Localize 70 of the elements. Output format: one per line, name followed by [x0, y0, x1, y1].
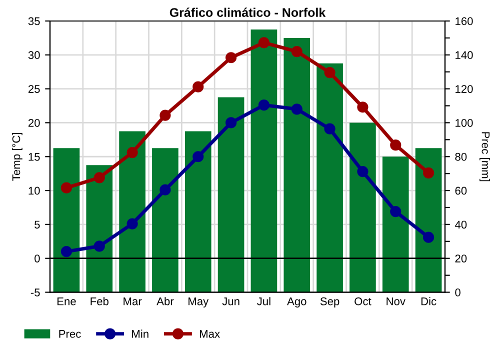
- point: [160, 110, 171, 121]
- point: [94, 240, 105, 252]
- point: [225, 117, 237, 128]
- y2-tick-label: 40: [454, 220, 467, 229]
- y2-tick-label: 60: [455, 186, 467, 195]
- point: [291, 46, 302, 58]
- legend-label: Prec: [59, 330, 81, 338]
- x-tick-label: Nov: [386, 298, 406, 306]
- y-tick-label: 0: [34, 254, 40, 262]
- point: [192, 151, 204, 162]
- y2-tick-label: 120: [456, 85, 473, 93]
- bar: [184, 131, 212, 292]
- point: [357, 102, 368, 113]
- y2-tick-label: 100: [456, 118, 473, 127]
- y-tick-label: 30: [28, 51, 40, 60]
- y2-axis-title: Prec [mm]: [480, 132, 490, 182]
- point: [390, 206, 402, 218]
- point: [60, 246, 72, 258]
- legend-label: Min: [132, 330, 148, 338]
- point: [357, 166, 368, 178]
- point: [390, 140, 402, 151]
- point: [94, 172, 105, 184]
- x-tick-label: May: [188, 298, 209, 308]
- bar: [350, 122, 376, 292]
- y-tick-label: 25: [28, 85, 40, 93]
- bar: [250, 29, 278, 292]
- bar: [152, 148, 178, 292]
- point: [60, 182, 72, 194]
- bar: [382, 156, 409, 292]
- y-tick-label: 35: [28, 17, 40, 26]
- y2-tick-label: 140: [456, 51, 473, 60]
- point: [126, 218, 138, 230]
- point: [192, 81, 204, 92]
- bar: [218, 97, 244, 292]
- y-tick-label: -5: [30, 288, 40, 296]
- x-tick-label: Ago: [287, 298, 306, 308]
- bar: [284, 38, 310, 292]
- bar: [53, 148, 80, 292]
- x-tick-label: Abr: [156, 297, 174, 306]
- x-tick-label: Dic: [421, 297, 436, 306]
- bar: [316, 63, 343, 292]
- x-tick-label: Oct: [354, 297, 372, 306]
- legend-label: Max: [200, 330, 220, 338]
- bar: [415, 148, 442, 292]
- y-tick-label: 20: [28, 118, 40, 127]
- y-tick-label: 15: [28, 153, 40, 161]
- point: [291, 104, 302, 115]
- point: [225, 52, 237, 64]
- point: [258, 100, 270, 111]
- y-tick-label: 10: [28, 186, 40, 195]
- point: [422, 232, 434, 243]
- x-tick-label: Jul: [257, 297, 270, 306]
- point: [160, 184, 171, 196]
- y-tick-label: 5: [34, 220, 40, 229]
- x-tick-label: Ene: [57, 298, 76, 306]
- point: [324, 66, 336, 78]
- point: [422, 167, 434, 178]
- point: [324, 123, 336, 134]
- x-tick-label: Mar: [124, 298, 142, 306]
- y2-tick-label: 80: [455, 152, 467, 161]
- x-tick-label: Sep: [320, 297, 340, 308]
- y2-tick-label: 160: [456, 17, 473, 26]
- chart-title: Gráfico climático - Norfolk: [170, 8, 326, 17]
- point: [258, 37, 270, 48]
- x-tick-label: Jun: [222, 298, 240, 306]
- point: [126, 147, 138, 158]
- x-tick-label: Feb: [90, 297, 108, 306]
- y2-tick-label: 20: [455, 254, 467, 262]
- y2-tick-label: 0: [455, 288, 460, 296]
- y-axis-title: Temp [°C]: [12, 132, 22, 181]
